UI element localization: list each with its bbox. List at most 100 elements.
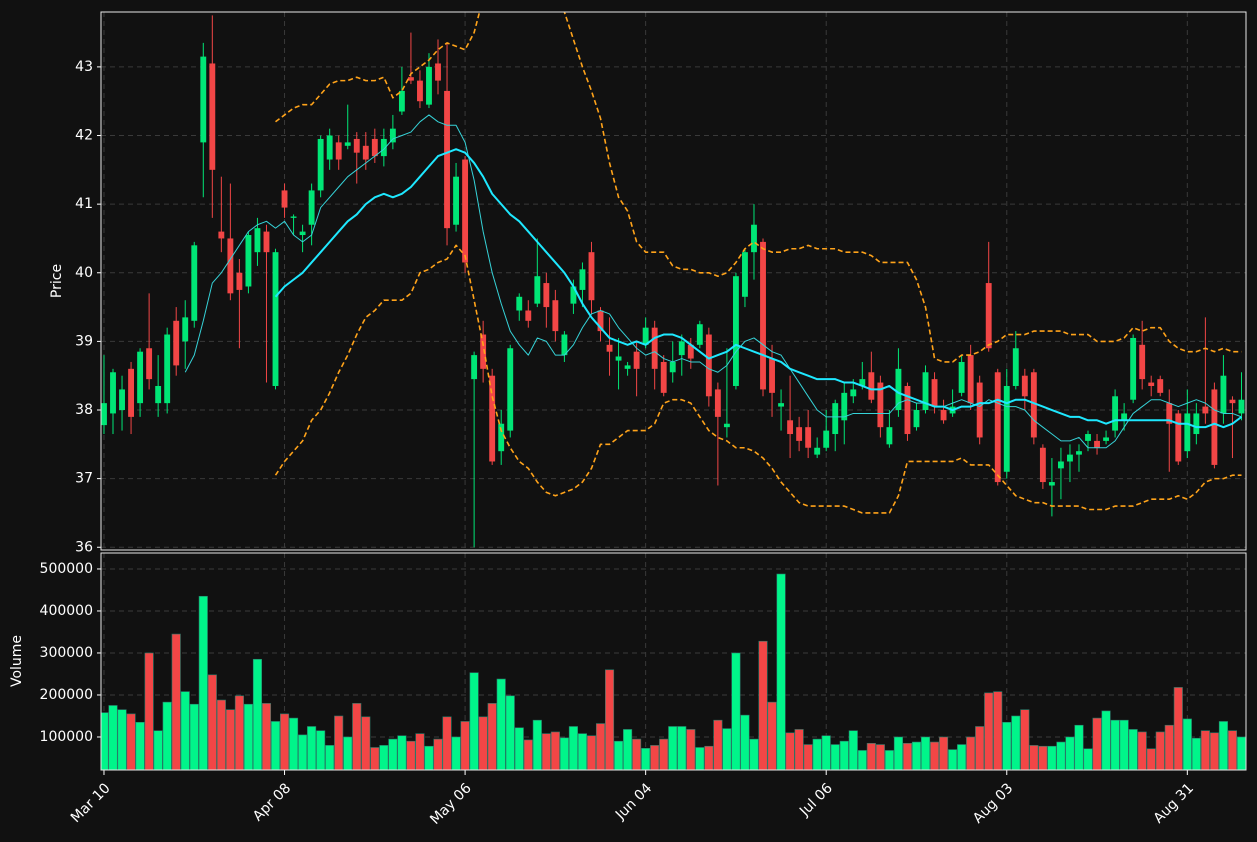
candle-body (778, 403, 785, 407)
candle-body (245, 235, 252, 287)
volume-bar (442, 716, 452, 770)
candle-body (1121, 413, 1128, 421)
volume-bar (957, 744, 967, 770)
volume-bar (857, 750, 867, 770)
candle-body (480, 334, 487, 369)
volume-bar (1092, 717, 1102, 770)
candle-body (705, 334, 712, 397)
volume-bar (975, 726, 985, 770)
candle-body (489, 375, 496, 462)
candle-body (1085, 434, 1091, 441)
price-axis-label: Price (49, 264, 65, 298)
candle-body (976, 382, 983, 438)
volume-bar (1101, 710, 1111, 770)
candle-body (940, 410, 947, 421)
volume-bar (767, 701, 777, 770)
candle-body (1211, 389, 1218, 465)
candle-body (164, 334, 171, 404)
candle-body (155, 385, 162, 404)
volume-bar (1146, 748, 1156, 770)
y-tick-label: 400000 (40, 603, 93, 619)
candle-body (687, 344, 694, 359)
candle-body (1139, 344, 1146, 380)
volume-bar (101, 712, 109, 770)
volume-bar (1002, 721, 1012, 770)
candle-body (281, 190, 288, 208)
candle-body (290, 216, 297, 218)
volume-bar (586, 735, 597, 770)
candle-body (1103, 437, 1110, 441)
candle-body (958, 361, 965, 393)
candle-body (931, 379, 938, 407)
candle-body (1057, 461, 1064, 469)
volume-bar (1038, 745, 1048, 770)
candles (101, 12, 1245, 548)
indicator-line (274, 148, 1243, 429)
volume-bar (279, 713, 290, 770)
candle-body (922, 372, 929, 411)
volume-bar (911, 741, 922, 770)
candle-body (146, 348, 153, 380)
y-tick-label: 37 (75, 471, 93, 487)
volume-bar (893, 736, 903, 770)
volume-bar (875, 744, 885, 770)
volume-bar (1137, 731, 1147, 770)
volume-bar (1011, 715, 1021, 770)
volume-bar (370, 747, 380, 770)
candle-body (769, 358, 775, 393)
volume-bar (650, 745, 660, 770)
candle-body (814, 447, 821, 455)
volume-bar (216, 699, 226, 770)
candle-body (723, 423, 730, 428)
candle-body (913, 410, 920, 428)
y-tick-label: 39 (75, 333, 93, 349)
y-tick-label: 36 (75, 539, 93, 555)
y-tick-label: 100000 (40, 729, 93, 745)
candle-body (398, 90, 405, 112)
volume-bar (1128, 729, 1138, 770)
volume-bar (1209, 732, 1219, 770)
volume-bar (198, 595, 208, 770)
volume-bar (135, 721, 145, 770)
candle-body (209, 63, 216, 170)
volume-bar (966, 736, 976, 770)
candle-body (471, 355, 478, 380)
candle-body (561, 334, 568, 356)
candle-body (760, 241, 766, 390)
candle-body (371, 138, 378, 157)
volume-bar (487, 703, 497, 770)
candle-body (534, 276, 541, 304)
volume-bar (469, 672, 479, 770)
y-tick-label: 200000 (40, 687, 93, 703)
candle-body (1130, 337, 1137, 400)
volume-bar (153, 730, 163, 770)
candle-body (985, 283, 992, 349)
volume-bar (830, 744, 840, 770)
volume-bar (1110, 719, 1120, 770)
volume-bar (1173, 687, 1183, 770)
volume-bar (270, 721, 281, 770)
volume-bar (252, 658, 262, 770)
candle-body (119, 389, 125, 411)
volume-bar (984, 692, 994, 770)
volume-bar (406, 740, 416, 770)
candle-body (516, 296, 523, 311)
volume-bar (388, 738, 398, 770)
volume-bar (325, 745, 335, 770)
candle-body (1166, 403, 1173, 424)
volume-bar (171, 633, 181, 770)
volume-bar (207, 674, 217, 770)
candle-body (380, 138, 387, 157)
candle-body (850, 389, 857, 397)
volume-bar (261, 703, 272, 770)
candle-body (624, 365, 631, 369)
volume-bar (731, 652, 741, 770)
candle-body (1094, 440, 1100, 448)
candle-body (1148, 382, 1155, 386)
volume-bar (704, 745, 714, 770)
volume-bar (713, 719, 723, 770)
candle-body (895, 368, 902, 411)
candle-body (787, 420, 794, 435)
volume-bar (234, 695, 244, 770)
